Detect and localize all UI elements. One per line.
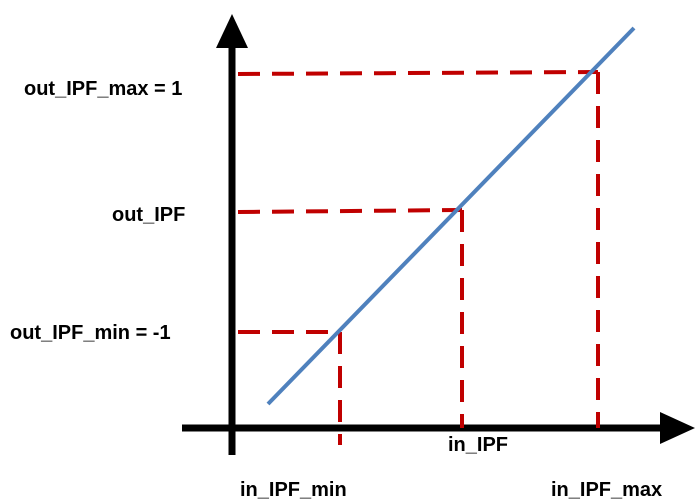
in-mid-label: in_IPF [448, 434, 508, 456]
mapping-line [266, 26, 636, 406]
guide-lines [237, 70, 600, 445]
guide-out-mid-horizontal [237, 208, 463, 214]
x-axis-arrowhead [660, 412, 695, 444]
out-mid-label: out_IPF [112, 204, 185, 226]
y-axis-arrowhead [216, 14, 248, 48]
out-max-label: out_IPF_max = 1 [24, 78, 182, 100]
axes [182, 14, 695, 455]
guide-out-max-horizontal [237, 70, 599, 76]
in-min-label: in_IPF_min [240, 479, 347, 501]
out-min-label: out_IPF_min = -1 [10, 322, 171, 344]
in-max-label: in_IPF_max [551, 479, 662, 501]
